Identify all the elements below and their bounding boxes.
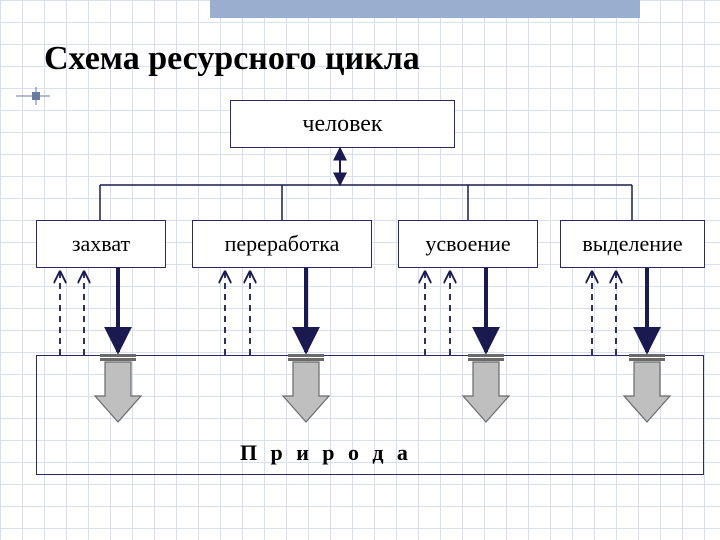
node-emit: выделение [560,220,705,268]
node-absorb-label: усвоение [425,231,510,257]
node-capture: захват [36,220,166,268]
top-strip [210,0,640,18]
node-process-label: переработка [225,231,340,257]
node-capture-label: захват [72,231,130,257]
node-nature-label: П р и р о д а [240,440,412,466]
diagram-title: Схема ресурсного цикла [44,40,420,78]
corner-decoration [16,87,50,105]
node-human-label: человек [302,111,382,138]
node-human: человек [230,100,455,148]
node-process: переработка [192,220,372,268]
node-absorb: усвоение [398,220,538,268]
node-emit-label: выделение [582,231,682,257]
